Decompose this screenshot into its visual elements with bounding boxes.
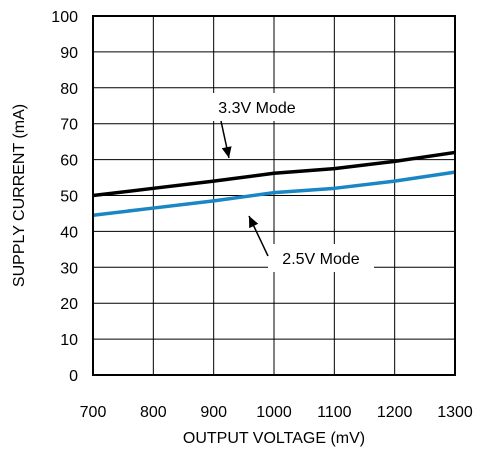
- x-tick-label: 900: [200, 404, 227, 421]
- y-tick-label: 80: [60, 81, 78, 98]
- y-tick-label: 50: [60, 189, 78, 206]
- y-tick-label: 20: [60, 296, 78, 313]
- annotation-arrow-head: [249, 216, 259, 229]
- x-axis-label: OUTPUT VOLTAGE (mV): [183, 430, 365, 447]
- annotation-arrow-head: [221, 146, 232, 158]
- x-tick-label: 800: [140, 404, 167, 421]
- annotation-bg: [203, 93, 311, 121]
- plot-frame: [92, 15, 456, 376]
- grid: [93, 16, 455, 375]
- x-tick-label: 1000: [256, 404, 292, 421]
- y-tick-label: 70: [60, 117, 78, 134]
- series-line-1: [92, 150, 456, 198]
- y-axis-label: SUPPLY CURRENT (mA): [11, 104, 28, 287]
- annotation-label: 2.5V Mode: [282, 251, 359, 268]
- x-tick-label: 1200: [377, 404, 413, 421]
- annotations: 3.3V Mode 2.5V Mode: [203, 93, 374, 272]
- y-tick-label: 0: [69, 368, 78, 385]
- x-tick-label: 700: [80, 404, 107, 421]
- y-tick-labels: 0 10 20 30 40 50 60 70 80 90 100: [51, 9, 78, 385]
- annotation-label: 3.3V Mode: [218, 100, 295, 117]
- x-tick-label: 1300: [437, 404, 473, 421]
- x-tick-labels: 700 800 900 1000 1100 1200 1300: [80, 404, 473, 421]
- series-line-2: [92, 170, 456, 217]
- y-tick-label: 60: [60, 153, 78, 170]
- x-tick-label: 1100: [317, 404, 352, 421]
- y-tick-label: 40: [60, 224, 78, 241]
- y-tick-label: 90: [60, 45, 78, 62]
- series-lines: [92, 150, 456, 217]
- y-tick-label: 30: [60, 260, 78, 277]
- y-tick-label: 10: [60, 332, 78, 349]
- annotation-bg: [268, 244, 374, 272]
- y-tick-label: 100: [51, 9, 78, 26]
